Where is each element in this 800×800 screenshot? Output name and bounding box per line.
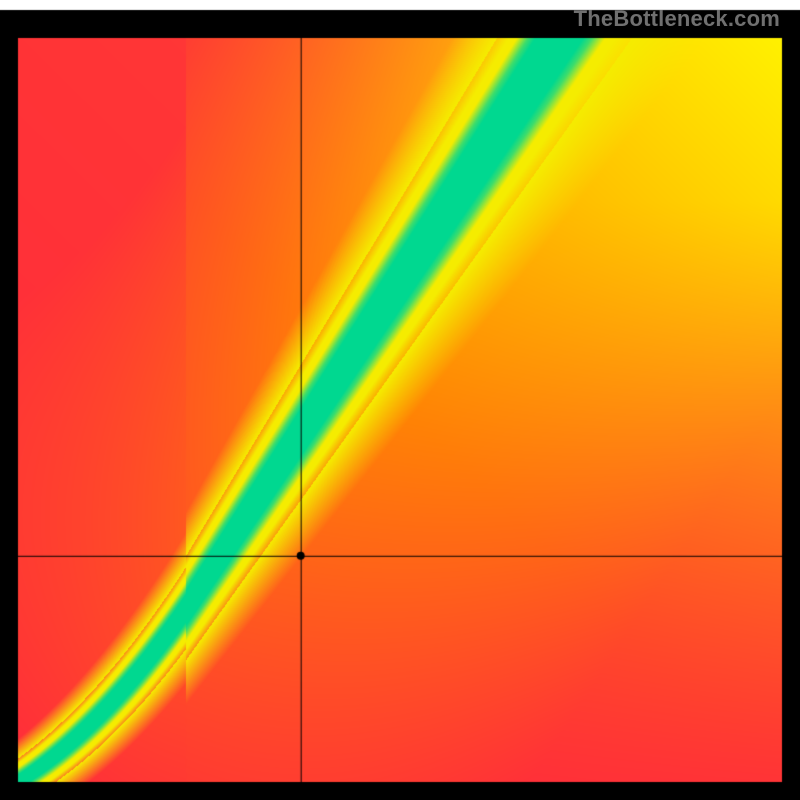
watermark-text: TheBottleneck.com	[574, 6, 780, 32]
bottleneck-heatmap	[0, 0, 800, 800]
